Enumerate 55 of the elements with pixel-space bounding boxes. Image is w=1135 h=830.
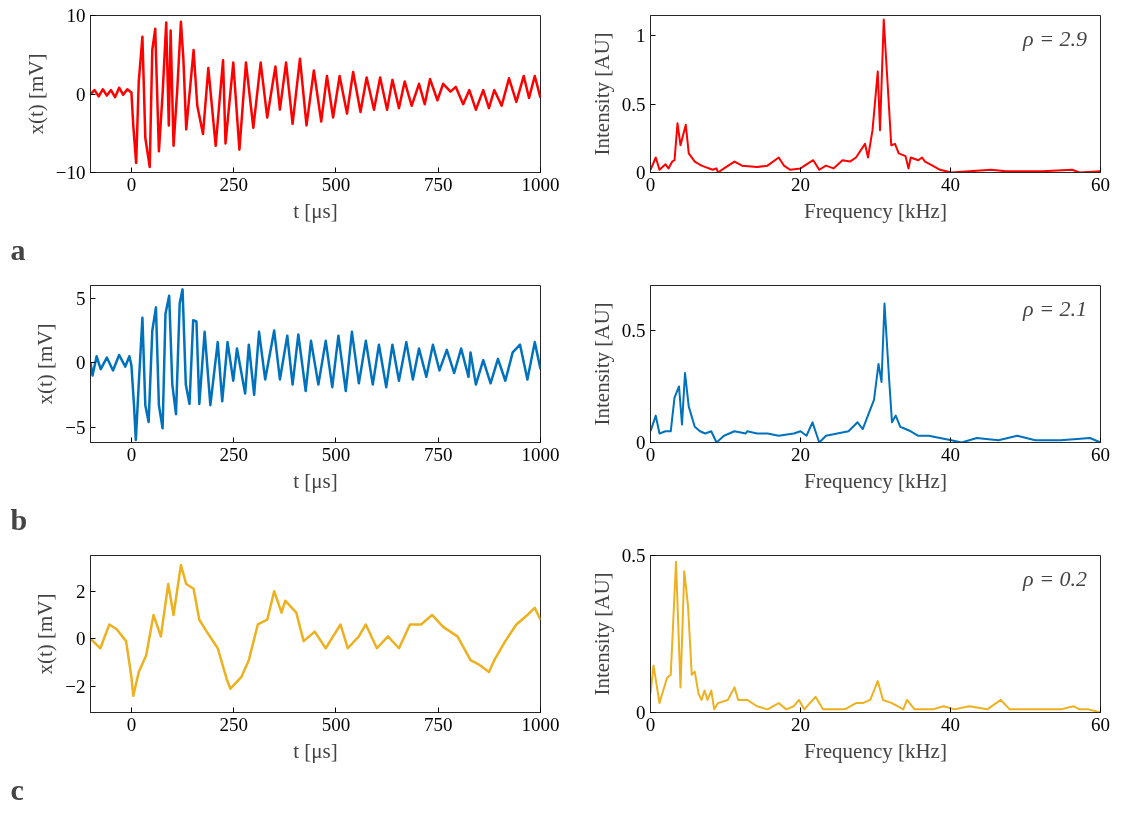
x-tick-label: 250: [219, 173, 248, 195]
x-tick-label: 20: [791, 713, 810, 735]
x-tick-label: 40: [941, 443, 960, 465]
x-tick-label: 1000: [521, 713, 560, 735]
x-axis-title: t [μs]: [293, 198, 338, 223]
y-tick-label: −10: [55, 162, 86, 183]
x-axis-title: Frequency [kHz]: [804, 198, 947, 223]
y-axis-title: Intensity [AU]: [589, 572, 614, 696]
x-tick-label: 500: [321, 443, 351, 465]
y-tick-label: 0: [76, 83, 86, 105]
y-tick-label: −2: [65, 675, 86, 697]
x-tick-label: 40: [941, 173, 960, 195]
x-tick-label: 40: [941, 713, 960, 735]
text: c: [10, 772, 24, 806]
y-tick-label: 0.5: [621, 93, 646, 115]
y-tick-label: 1: [636, 25, 646, 47]
x-axis-title: Frequency [kHz]: [804, 738, 947, 763]
x-axis-title: t [μs]: [293, 738, 338, 763]
x-tick-label: 20: [791, 173, 810, 195]
x-tick-label: 250: [219, 713, 248, 735]
x-tick-label: 0: [126, 173, 137, 195]
x-tick-label: 60: [1091, 443, 1110, 465]
y-tick-label: 0.5: [621, 545, 646, 566]
y-axis-title: Intensity [AU]: [589, 302, 614, 426]
x-tick-label: 0: [126, 443, 137, 465]
y-axis-title: x(t) [mV]: [33, 593, 58, 675]
x-axis-title: t [μs]: [293, 468, 338, 493]
x-axis-title: Frequency [kHz]: [804, 468, 947, 493]
x-tick-label: 250: [219, 443, 248, 465]
x-tick-label: 750: [423, 173, 453, 195]
y-axis-title: Intensity [AU]: [589, 32, 614, 156]
x-tick-label: 20: [791, 443, 810, 465]
x-tick-label: 500: [321, 173, 351, 195]
x-tick-label: 0: [126, 713, 137, 735]
y-tick-label: 10: [66, 5, 86, 26]
x-tick-label: 1000: [521, 173, 560, 195]
x-tick-label: 750: [423, 713, 453, 735]
annotation: ρ = 0.2: [1022, 566, 1087, 592]
y-axis-title: x(t) [mV]: [23, 53, 48, 135]
y-tick-label: 0: [76, 352, 86, 374]
text: a: [10, 232, 26, 266]
x-tick-label: 60: [1091, 713, 1110, 735]
annotation: ρ = 2.1: [1022, 296, 1087, 322]
y-tick-label: 2: [76, 580, 86, 602]
y-tick-label: 0: [76, 628, 86, 650]
x-tick-label: 60: [1091, 173, 1110, 195]
y-axis-title: x(t) [mV]: [33, 323, 58, 405]
annotation: ρ = 2.9: [1022, 26, 1087, 52]
text: b: [10, 502, 28, 536]
x-tick-label: 500: [321, 713, 351, 735]
y-tick-label: 5: [76, 287, 86, 309]
x-tick-label: 750: [423, 443, 453, 465]
y-tick-label: −5: [65, 416, 86, 438]
x-tick-label: 1000: [521, 443, 560, 465]
y-tick-label: 0.5: [621, 319, 646, 341]
